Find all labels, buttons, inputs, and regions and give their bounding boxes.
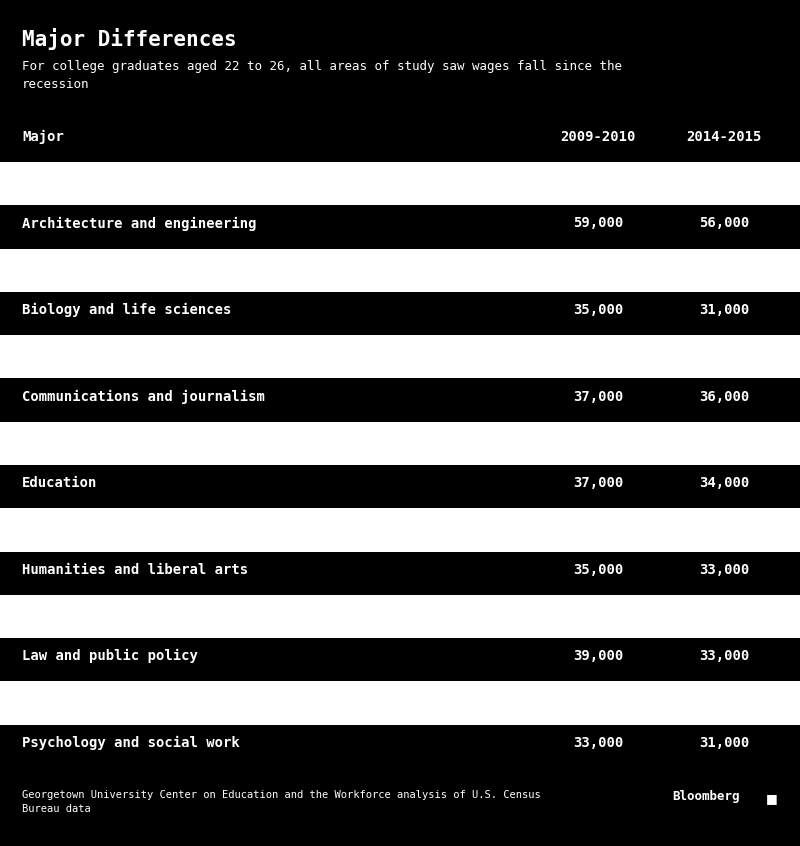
Text: For college graduates aged 22 to 26, all areas of study saw wages fall since the: For college graduates aged 22 to 26, all… xyxy=(22,60,622,91)
Bar xyxy=(0,508,800,552)
Text: Psychology and social work: Psychology and social work xyxy=(22,736,240,750)
Text: 31,000: 31,000 xyxy=(699,303,749,317)
Text: Law and public policy: Law and public policy xyxy=(22,649,198,663)
Bar xyxy=(0,595,800,638)
Text: 2014-2015: 2014-2015 xyxy=(686,130,762,144)
Text: Architecture and engineering: Architecture and engineering xyxy=(22,217,257,231)
Text: Humanities and liberal arts: Humanities and liberal arts xyxy=(22,563,248,577)
Text: 2009-2010: 2009-2010 xyxy=(560,130,636,144)
Text: Education: Education xyxy=(22,476,98,490)
Text: 59,000: 59,000 xyxy=(573,217,623,230)
Text: 35,000: 35,000 xyxy=(573,303,623,317)
Text: 36,000: 36,000 xyxy=(699,390,749,404)
Text: ■: ■ xyxy=(766,792,778,805)
Bar xyxy=(0,681,800,725)
Bar xyxy=(0,421,800,465)
Text: 35,000: 35,000 xyxy=(573,563,623,577)
Text: 31,000: 31,000 xyxy=(699,736,749,750)
Text: 34,000: 34,000 xyxy=(699,476,749,490)
Text: 37,000: 37,000 xyxy=(573,476,623,490)
Text: 33,000: 33,000 xyxy=(699,650,749,663)
Text: 56,000: 56,000 xyxy=(699,217,749,230)
Text: Bloomberg: Bloomberg xyxy=(673,790,740,803)
Text: 37,000: 37,000 xyxy=(573,390,623,404)
Bar xyxy=(0,335,800,378)
Text: 33,000: 33,000 xyxy=(699,563,749,577)
Text: 33,000: 33,000 xyxy=(573,736,623,750)
Text: Communications and journalism: Communications and journalism xyxy=(22,389,265,404)
Bar xyxy=(0,162,800,206)
Text: Major: Major xyxy=(22,130,64,144)
Text: 39,000: 39,000 xyxy=(573,650,623,663)
Text: Georgetown University Center on Education and the Workforce analysis of U.S. Cen: Georgetown University Center on Educatio… xyxy=(22,790,541,814)
Text: Major Differences: Major Differences xyxy=(22,28,237,50)
Text: Biology and life sciences: Biology and life sciences xyxy=(22,303,231,317)
Bar xyxy=(0,249,800,292)
